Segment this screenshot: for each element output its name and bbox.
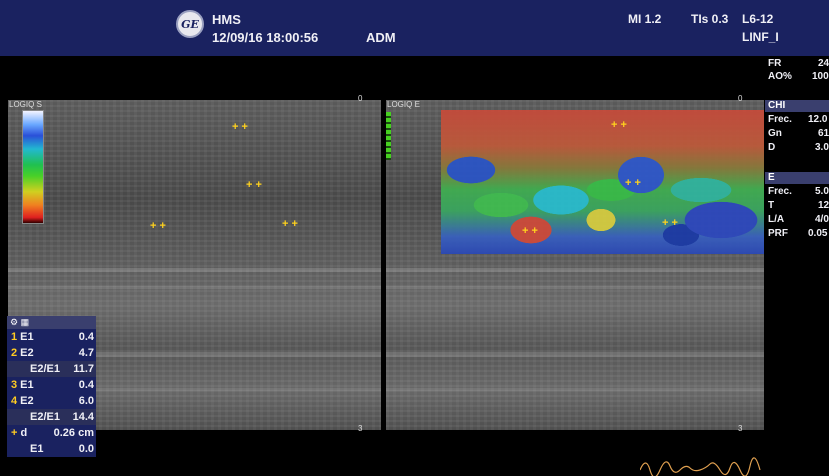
e-t-label: T (768, 200, 775, 211)
e-frec-value: 5.0 (815, 186, 829, 197)
measurement-row[interactable]: 4 E2 6.0 (7, 393, 96, 409)
ao-value: 100 (812, 71, 829, 82)
mechanical-index: MI 1.2 (628, 12, 662, 26)
measurement-row[interactable]: 1 E1 0.4 (7, 329, 96, 345)
left-depth-top: 0 (358, 94, 363, 103)
ge-logo-icon: GE (176, 10, 204, 38)
measurement-row[interactable]: 2 E2 4.7 (7, 345, 96, 361)
marker-3[interactable]: + + (150, 220, 166, 232)
compression-waveform-icon (640, 457, 761, 476)
marker-6[interactable]: + + (625, 177, 641, 189)
measurement-row[interactable]: E1 0.0 (7, 441, 96, 457)
measurement-header[interactable]: ⚙ ▦ (7, 316, 96, 329)
elastography-overlay[interactable] (441, 110, 764, 254)
e-t-value: 12 (818, 200, 829, 211)
left-depth-bottom: 3 (358, 424, 363, 433)
preset-name: LINF_I (742, 30, 779, 44)
right-depth-bottom: 3 (738, 424, 743, 433)
chi-frec-label: Frec. (768, 114, 792, 125)
gain-indicator (386, 112, 391, 160)
marker-8[interactable]: + + (662, 217, 678, 229)
ao-label: AO% (768, 71, 792, 82)
operator: ADM (366, 30, 396, 45)
measurement-table: ⚙ ▦ 1 E1 0.4 2 E2 4.7 E2/E1 11.7 3 E1 0.4 4… (7, 316, 96, 457)
marker-2[interactable]: + + (246, 179, 262, 191)
right-panel-corner-label: LOGIQ E (387, 100, 420, 109)
settings-icon[interactable]: ⚙ ▦ (10, 317, 30, 327)
marker-1[interactable]: + + (232, 121, 248, 133)
chi-section-title: CHI (765, 100, 829, 112)
chi-frec-value: 12.0 (808, 114, 828, 125)
elasticity-color-scale (22, 110, 44, 224)
chi-gn-label: Gn (768, 128, 782, 139)
marker-7[interactable]: + + (522, 225, 538, 237)
chi-d-label: D (768, 142, 776, 153)
site-name: HMS (212, 12, 241, 27)
e-section-title: E (765, 172, 829, 184)
e-la-value: 4/0 (815, 214, 829, 225)
fr-label: FR (768, 58, 782, 69)
measurement-row[interactable]: E2/E1 14.4 (7, 409, 96, 425)
right-depth-top: 0 (738, 94, 743, 103)
measurement-row[interactable]: + d 0.26 cm (7, 425, 96, 441)
measurement-row[interactable]: E2/E1 11.7 (7, 361, 96, 377)
e-prf-label: PRF (768, 228, 788, 239)
e-frec-label: Frec. (768, 186, 792, 197)
datetime: 12/09/16 18:00:56 (212, 30, 319, 45)
e-la-label: L/A (768, 214, 785, 225)
thermal-index: TIs 0.3 (691, 12, 729, 26)
left-panel-corner-label: LOGIQ S (9, 100, 42, 109)
chi-gn-value: 61 (818, 128, 829, 139)
e-prf-value: 0.05 (808, 228, 828, 239)
marker-5[interactable]: + + (611, 119, 627, 131)
chi-d-value: 3.0 (815, 142, 829, 153)
probe-name: L6-12 (742, 12, 774, 26)
header-bar: GE HMS 12/09/16 18:00:56 ADM MI 1.2 TIs … (0, 0, 829, 56)
fr-value: 24 (818, 58, 829, 69)
marker-4[interactable]: + + (282, 218, 298, 230)
measurement-row[interactable]: 3 E1 0.4 (7, 377, 96, 393)
